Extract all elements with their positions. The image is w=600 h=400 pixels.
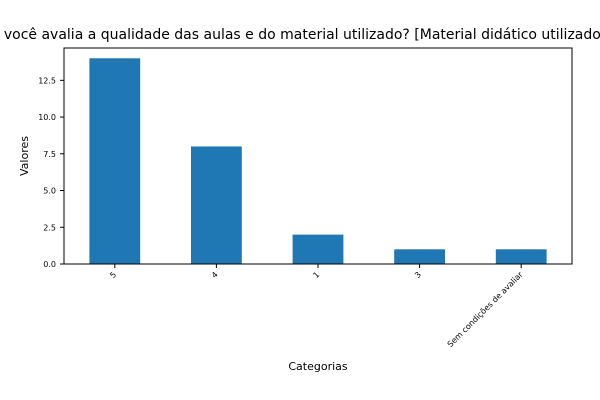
bars-group xyxy=(89,58,547,265)
x-axis-label: Categorias xyxy=(288,360,348,373)
bar-4 xyxy=(495,249,547,264)
y-tick-label-5: 12.5 xyxy=(38,76,56,85)
plot-area-frame xyxy=(63,47,573,265)
bar-3 xyxy=(394,249,445,264)
bar-2 xyxy=(292,234,344,264)
y-axis-label: Valores xyxy=(18,136,31,176)
chart-title: Como você avalia a qualidade das aulas e… xyxy=(0,27,600,43)
y-tick-label-1: 2.5 xyxy=(43,223,56,232)
x-tick-label-1: 4 xyxy=(210,270,220,280)
x-tick-label-2: 1 xyxy=(311,270,321,280)
y-tick-label-4: 10.0 xyxy=(38,113,56,122)
bar-0 xyxy=(89,58,141,265)
y-axis: 0.0 2.5 5.0 7.5 10.0 12.5 xyxy=(38,76,64,269)
bar-1 xyxy=(191,146,242,264)
y-tick-label-2: 5.0 xyxy=(43,187,56,196)
x-tick-label-0: 5 xyxy=(108,270,118,280)
x-tick-label-3: 3 xyxy=(413,270,423,280)
y-tick-label-0: 0.0 xyxy=(43,260,56,269)
y-tick-label-3: 7.5 xyxy=(43,150,56,159)
